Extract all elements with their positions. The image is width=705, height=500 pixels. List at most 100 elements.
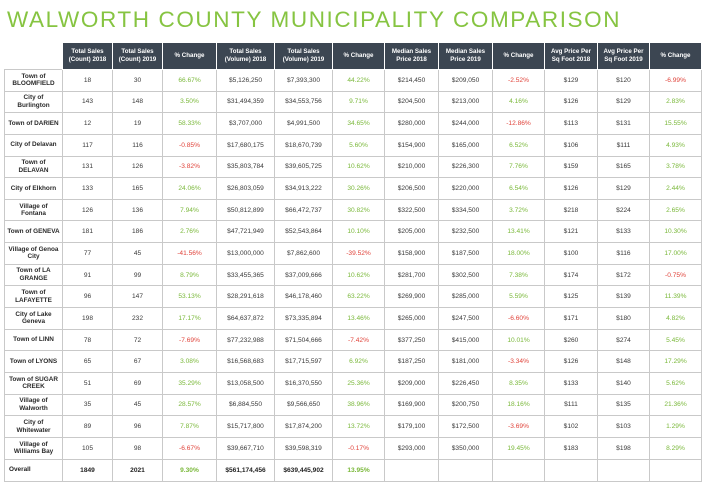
sqft-2018-cell: $126 — [544, 90, 598, 114]
header-cell: % Change — [332, 42, 385, 70]
median-2019-cell: $165,000 — [438, 133, 493, 157]
table-row: Town of LA GRANGE 91 99 8.79% $33,455,365 $37… — [4, 263, 702, 287]
count-change-cell: 66.67% — [162, 69, 217, 92]
count-change-cell: 3.08% — [162, 350, 217, 373]
volume-change-cell: 63.22% — [332, 285, 385, 309]
total-empty — [492, 458, 545, 482]
count-change-cell: 35.29% — [162, 371, 217, 395]
table-row: City of Burlington 143 148 3.50% $31,494,359… — [4, 90, 702, 114]
sqft-change-cell: 15.55% — [649, 112, 702, 135]
sqft-change-cell: 17.00% — [649, 242, 702, 265]
count-2018-cell: 181 — [62, 220, 113, 244]
volume-change-cell: 30.26% — [332, 177, 385, 200]
volume-2019-cell: $18,670,739 — [274, 133, 333, 157]
volume-change-cell: 10.10% — [332, 220, 385, 244]
municipality-name: Town of DELAVAN — [4, 155, 63, 179]
sqft-2018-cell: $121 — [544, 220, 598, 244]
sqft-change-cell: 5.45% — [649, 328, 702, 352]
municipality-name: Town of LINN — [4, 328, 63, 352]
sqft-2019-cell: $172 — [597, 263, 650, 287]
sqft-2019-cell: $180 — [597, 307, 650, 330]
sqft-2019-cell: $165 — [597, 155, 650, 179]
volume-2018-cell: $47,721,949 — [216, 220, 275, 244]
count-2019-cell: 45 — [112, 242, 163, 265]
sqft-change-cell: 4.82% — [649, 307, 702, 330]
count-change-cell: 3.50% — [162, 90, 217, 114]
volume-2018-cell: $77,232,988 — [216, 328, 275, 352]
municipality-name: City of Elkhorn — [4, 177, 63, 200]
total-empty — [438, 458, 493, 482]
table-row: Town of DARIEN 12 19 58.33% $3,707,000 $4,991… — [4, 112, 702, 135]
volume-2019-cell: $66,472,737 — [274, 198, 333, 222]
sqft-change-cell: -0.75% — [649, 263, 702, 287]
volume-change-cell: 34.65% — [332, 112, 385, 135]
volume-2019-cell: $17,715,597 — [274, 350, 333, 373]
sqft-2018-cell: $129 — [544, 69, 598, 92]
count-2018-cell: 117 — [62, 133, 113, 157]
header-cell: % Change — [492, 42, 545, 70]
median-change-cell: -3.69% — [492, 415, 545, 438]
median-2019-cell: $220,000 — [438, 177, 493, 200]
median-change-cell: 19.45% — [492, 436, 545, 460]
volume-2018-cell: $33,455,365 — [216, 263, 275, 287]
sqft-change-cell: 11.39% — [649, 285, 702, 309]
volume-2019-cell: $46,178,460 — [274, 285, 333, 309]
volume-change-cell: -39.52% — [332, 242, 385, 265]
volume-2019-cell: $9,566,650 — [274, 393, 333, 417]
table-row: Town of GENEVA 181 186 2.76% $47,721,949 $52,… — [4, 220, 702, 244]
count-change-cell: -3.82% — [162, 155, 217, 179]
volume-2018-cell: $64,637,872 — [216, 307, 275, 330]
header-cell: Avg Price Per Sq Foot 2019 — [597, 42, 650, 70]
count-2019-cell: 72 — [112, 328, 163, 352]
median-2019-cell: $244,000 — [438, 112, 493, 135]
count-2018-cell: 105 — [62, 436, 113, 460]
count-change-cell: 2.76% — [162, 220, 217, 244]
count-2018-cell: 131 — [62, 155, 113, 179]
total-volume-change: 13.95% — [332, 458, 385, 482]
volume-change-cell: 13.46% — [332, 307, 385, 330]
sqft-2019-cell: $131 — [597, 112, 650, 135]
header-cell: Total Sales (Volume) 2019 — [274, 42, 333, 70]
median-2018-cell: $265,000 — [384, 307, 439, 330]
median-2019-cell: $226,300 — [438, 155, 493, 179]
count-change-cell: 53.13% — [162, 285, 217, 309]
count-change-cell: -7.69% — [162, 328, 217, 352]
volume-2019-cell: $73,335,894 — [274, 307, 333, 330]
count-2019-cell: 148 — [112, 90, 163, 114]
median-change-cell: 8.35% — [492, 371, 545, 395]
count-2018-cell: 89 — [62, 415, 113, 438]
sqft-change-cell: -6.99% — [649, 69, 702, 92]
volume-change-cell: 38.96% — [332, 393, 385, 417]
volume-2019-cell: $39,598,319 — [274, 436, 333, 460]
header-cell: Total Sales (Count) 2018 — [62, 42, 113, 70]
median-change-cell: 10.01% — [492, 328, 545, 352]
volume-2019-cell: $37,009,666 — [274, 263, 333, 287]
volume-2018-cell: $15,717,800 — [216, 415, 275, 438]
header-cell: Total Sales (Volume) 2018 — [216, 42, 275, 70]
median-2019-cell: $415,000 — [438, 328, 493, 352]
volume-change-cell: 6.92% — [332, 350, 385, 373]
count-change-cell: 7.87% — [162, 415, 217, 438]
median-2018-cell: $281,700 — [384, 263, 439, 287]
median-2018-cell: $209,000 — [384, 371, 439, 395]
sqft-2019-cell: $103 — [597, 415, 650, 438]
header-row: Total Sales (Count) 2018 Total Sales (Co… — [4, 42, 702, 70]
sqft-2018-cell: $260 — [544, 328, 598, 352]
total-row: Overall 1849 2021 9.30% $561,174,456 $63… — [4, 458, 702, 482]
count-2018-cell: 198 — [62, 307, 113, 330]
total-empty — [544, 458, 598, 482]
median-2018-cell: $206,500 — [384, 177, 439, 200]
header-cell: Median Sales Price 2019 — [438, 42, 493, 70]
table-row: City of Delavan 117 116 -0.85% $17,680,175 $1… — [4, 133, 702, 157]
count-change-cell: 24.06% — [162, 177, 217, 200]
sqft-change-cell: 3.78% — [649, 155, 702, 179]
volume-2018-cell: $13,000,000 — [216, 242, 275, 265]
volume-2018-cell: $16,568,683 — [216, 350, 275, 373]
volume-2018-cell: $35,803,784 — [216, 155, 275, 179]
sqft-2018-cell: $174 — [544, 263, 598, 287]
volume-2019-cell: $34,913,222 — [274, 177, 333, 200]
table-row: Village of Walworth 35 45 28.57% $6,884,550 $… — [4, 393, 702, 417]
total-label: Overall — [4, 458, 63, 482]
median-2018-cell: $204,500 — [384, 90, 439, 114]
count-2019-cell: 126 — [112, 155, 163, 179]
